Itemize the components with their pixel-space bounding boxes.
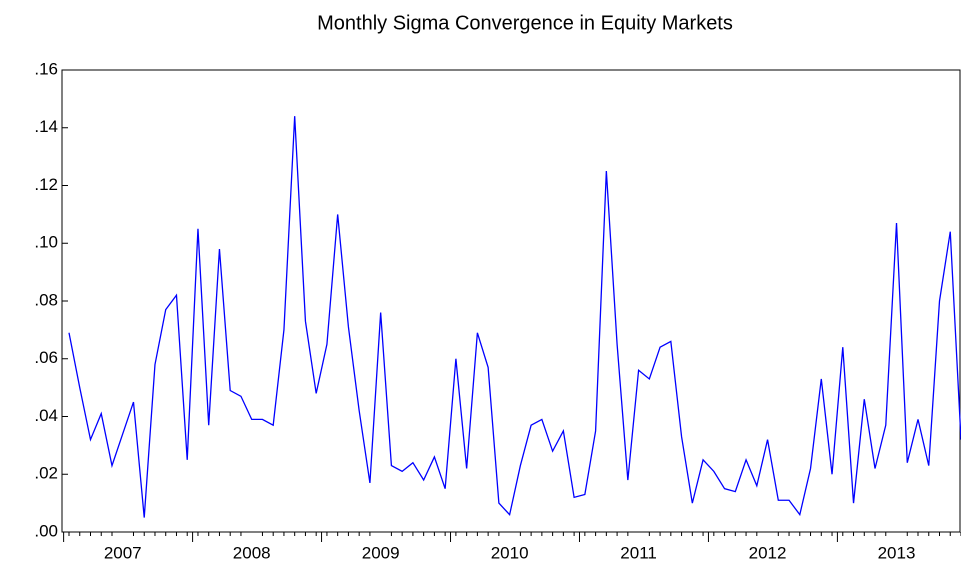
chart-title: Monthly Sigma Convergence in Equity Mark… (317, 12, 733, 34)
plot-frame (61, 69, 961, 533)
y-tick-label: .04 (34, 406, 58, 425)
y-tick-label: .16 (34, 59, 58, 78)
x-tick-label: 2013 (878, 543, 916, 562)
x-tick-label: 2009 (362, 543, 400, 562)
x-tick-label: 2011 (620, 543, 657, 562)
data-line (68, 116, 961, 518)
x-tick-label: 2012 (749, 543, 787, 562)
x-tick-label: 2010 (491, 543, 529, 562)
y-tick-label: .14 (34, 117, 58, 136)
x-tick-label: 2008 (233, 543, 271, 562)
y-tick-label: .12 (34, 175, 58, 194)
x-tick-label: 2007 (104, 543, 142, 562)
y-tick-label: .00 (34, 521, 58, 540)
y-tick-label: .08 (34, 290, 58, 309)
y-tick-label: .10 (34, 233, 58, 252)
y-tick-label: .02 (34, 464, 58, 483)
y-tick-label: .06 (34, 348, 58, 367)
